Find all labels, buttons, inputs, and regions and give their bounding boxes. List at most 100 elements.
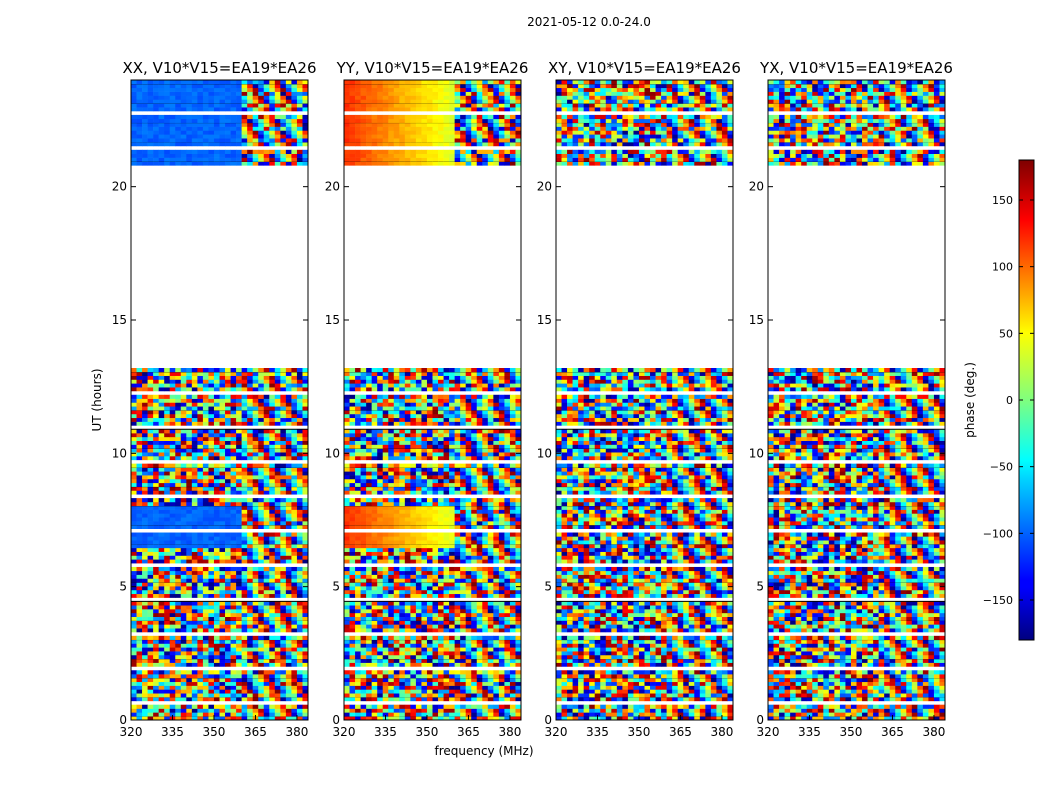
heat-cell: [202, 586, 209, 591]
heat-cell: [186, 505, 193, 510]
heat-cell: [169, 436, 176, 441]
heat-cell: [344, 612, 350, 617]
heat-cell: [197, 574, 204, 579]
heat-cell: [476, 624, 483, 629]
heat-cell: [296, 452, 303, 457]
heat-cell: [169, 103, 176, 108]
heat-cell: [302, 83, 309, 89]
heat-cell: [263, 620, 270, 625]
heat-cell: [465, 670, 472, 675]
heat-cell: [225, 413, 231, 419]
heat-cell: [236, 616, 242, 621]
heat-cell: [164, 689, 171, 694]
heat-cell: [186, 99, 193, 104]
heat-cell: [180, 589, 187, 595]
heat-cell: [175, 402, 182, 407]
heat-cell: [504, 708, 511, 713]
heat-cell: [509, 566, 516, 572]
heat-cell: [191, 490, 198, 495]
heat-cell: [454, 628, 461, 633]
heat-cell: [393, 658, 400, 663]
heat-cell: [426, 570, 433, 575]
heat-cell: [197, 708, 204, 713]
heat-cell: [404, 635, 411, 640]
heat-cell: [515, 566, 522, 572]
heat-cell: [371, 697, 378, 702]
heat-cell: [147, 394, 154, 399]
heat-cell: [482, 570, 489, 575]
heat-cell: [291, 118, 298, 123]
heat-cell: [355, 662, 361, 667]
heat-cell: [269, 544, 276, 549]
heat-cell: [498, 639, 505, 644]
heat-cell: [241, 589, 248, 595]
heat-cell: [509, 551, 516, 556]
heat-cell: [344, 712, 350, 717]
heat-cell: [136, 138, 143, 143]
heat-cell: [410, 498, 417, 503]
heat-cell: [432, 609, 439, 614]
heat-cell: [180, 540, 187, 545]
heat-cell: [169, 153, 176, 158]
heat-cell: [504, 559, 511, 564]
heat-cell: [136, 91, 143, 96]
heat-cell: [274, 582, 281, 587]
heat-cell: [465, 647, 472, 652]
heat-cell: [493, 540, 500, 545]
heat-cell: [404, 628, 411, 633]
heat-cell: [493, 639, 500, 644]
heat-cell: [399, 513, 406, 518]
heat-cell: [438, 551, 444, 556]
heat-cell: [247, 670, 253, 675]
heat-cell: [197, 410, 204, 415]
heat-cell: [471, 517, 478, 522]
heat-cell: [164, 99, 171, 104]
heat-cell: [142, 440, 148, 445]
heat-cell: [131, 697, 137, 702]
heat-cell: [197, 605, 204, 610]
heat-cell: [153, 639, 159, 644]
heat-cell: [169, 628, 176, 633]
heat-cell: [465, 509, 472, 514]
heat-cell: [482, 536, 489, 541]
heat-cell: [476, 677, 483, 683]
heat-cell: [241, 635, 248, 640]
heat-cell: [438, 582, 444, 587]
heat-cell: [291, 402, 298, 407]
heat-cell: [509, 693, 516, 698]
heat-cell: [153, 540, 159, 545]
heat-cell: [432, 555, 439, 560]
heat-cell: [285, 609, 292, 614]
heat-cell: [175, 482, 182, 487]
heat-cell: [197, 654, 204, 660]
heat-cell: [164, 712, 171, 717]
heat-cell: [360, 544, 367, 549]
heat-cell: [131, 490, 137, 495]
heat-cell: [344, 674, 350, 679]
heat-cell: [355, 677, 361, 683]
heat-cell: [285, 107, 292, 112]
heat-cell: [399, 605, 406, 610]
heat-cell: [191, 708, 198, 713]
heat-cell: [438, 635, 444, 640]
heat-cell: [241, 509, 248, 514]
heat-cell: [164, 91, 171, 96]
heat-cell: [153, 413, 159, 419]
heat-cell: [213, 639, 220, 644]
heat-cell: [465, 697, 472, 702]
heat-cell: [285, 624, 292, 629]
heat-cell: [291, 605, 298, 610]
heat-cell: [274, 444, 281, 449]
heat-cell: [415, 643, 422, 648]
heat-cell: [142, 620, 148, 625]
heat-cell: [241, 574, 248, 579]
heat-cell: [258, 138, 265, 143]
heat-cell: [296, 521, 303, 526]
heat-cell: [225, 697, 231, 702]
heat-cell: [426, 578, 433, 583]
heat-cell: [213, 689, 220, 694]
heat-cell: [175, 398, 182, 403]
heat-cell: [280, 387, 287, 392]
heat-cell: [230, 628, 237, 633]
heat-cell: [225, 99, 231, 104]
